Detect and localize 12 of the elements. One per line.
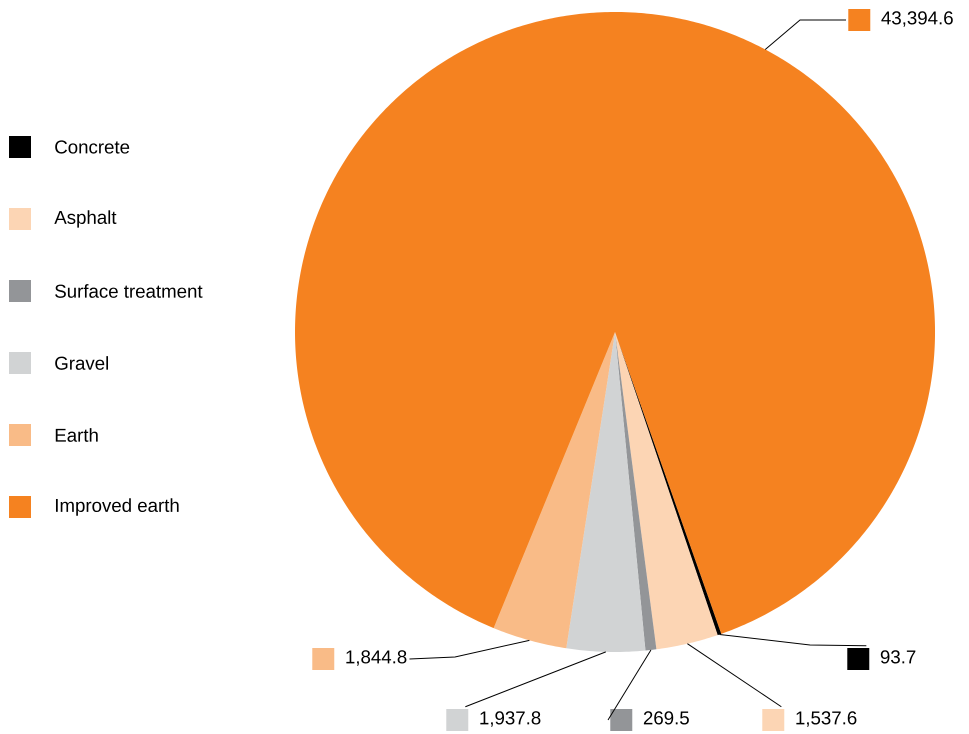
legend-label: Asphalt: [54, 210, 116, 228]
data-label: 269.5: [644, 711, 689, 725]
legend-label: Gravel: [55, 356, 108, 370]
data-label: 43,394.6: [881, 11, 953, 27]
data-label: 93.7: [880, 650, 916, 664]
data-label: 1,537.6: [796, 711, 856, 727]
legend-label: Surface treatment: [55, 284, 202, 298]
legend-label: Improved earth: [56, 498, 179, 516]
legend-label: Earth: [56, 428, 98, 442]
legend-label: Concrete: [55, 140, 130, 154]
data-label: 1,937.8: [480, 711, 540, 727]
data-label: 1,844.8: [346, 650, 406, 666]
